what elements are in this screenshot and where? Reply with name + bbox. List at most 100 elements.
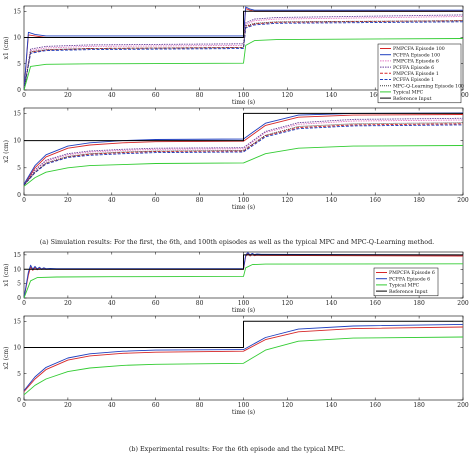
x-tick-label: 80 xyxy=(196,197,204,204)
chart-a2: 0 20 40 60 80 100 120 140 160 180 200 0 5 10 15 time (s… xyxy=(3,107,469,211)
y-tick-label: 15 xyxy=(13,8,21,15)
y-tick-label: 5 xyxy=(17,281,21,288)
legend-label: MPC-Q-Learning Episode 100 xyxy=(393,83,464,89)
x-tick-label: 60 xyxy=(152,197,160,204)
legend-label: Reference Input xyxy=(389,289,428,295)
series-line xyxy=(23,6,463,91)
x-tick-label: 100 xyxy=(238,402,250,409)
x-tick-label: 0 xyxy=(22,92,26,99)
y-tick-label: 15 xyxy=(13,110,21,117)
x-axis-label: time (s) xyxy=(232,204,255,211)
series-line xyxy=(23,252,464,299)
x-tick-label: 100 xyxy=(238,300,250,307)
caption-b: (b) Experimental results: For the 6th ep… xyxy=(128,445,346,453)
y-tick-label: 10 xyxy=(13,138,21,145)
legend-label: Typical MPC xyxy=(393,90,424,96)
x-tick-label: 40 xyxy=(108,402,116,409)
series-line xyxy=(24,10,463,38)
x-tick-label: 80 xyxy=(196,92,204,99)
x-tick-label: 180 xyxy=(413,402,425,409)
x-tick-label: 80 xyxy=(196,402,204,409)
series-line xyxy=(23,112,464,185)
y-tick-label: 0 xyxy=(17,295,21,302)
series-line xyxy=(23,263,464,299)
series-line xyxy=(23,119,464,186)
y-tick-label: 0 xyxy=(17,87,21,94)
x-tick-label: 120 xyxy=(282,300,294,307)
y-axis-label: x2 (cm) xyxy=(3,347,10,370)
x-axis-label: time (s) xyxy=(232,99,255,106)
y-axis-label: x2 (cm) xyxy=(3,140,10,163)
series-line xyxy=(23,38,464,91)
x-tick-label: 40 xyxy=(108,92,116,99)
y-tick-label: 0 xyxy=(17,397,21,404)
x-tick-label: 60 xyxy=(152,300,160,307)
x-tick-label: 200 xyxy=(457,92,469,99)
y-tick-label: 5 xyxy=(17,61,21,68)
chart-b1: 0 20 40 60 80 100 120 140 160 180 200 0 5 10 15 time (s… xyxy=(3,251,469,314)
x-tick-label: 120 xyxy=(282,92,294,99)
legend-box xyxy=(377,43,462,104)
y-tick-label: 10 xyxy=(13,35,21,42)
x-tick-label: 60 xyxy=(152,92,160,99)
y-tick-label: 10 xyxy=(13,345,21,352)
series-line xyxy=(23,117,464,186)
x-tick-label: 40 xyxy=(108,197,116,204)
x-tick-label: 140 xyxy=(326,300,338,307)
x-tick-label: 60 xyxy=(152,402,160,409)
x-tick-label: 0 xyxy=(22,197,26,204)
series-line xyxy=(23,326,464,392)
caption-a: (a) Simulation results: For the first, t… xyxy=(39,238,435,246)
series-line xyxy=(23,122,464,186)
x-tick-label: 160 xyxy=(369,92,381,99)
x-tick-label: 100 xyxy=(238,92,250,99)
series-line xyxy=(24,254,463,270)
y-tick-label: 15 xyxy=(13,252,21,259)
x-tick-label: 160 xyxy=(369,300,381,307)
legend-label: PCFFA Episode 6 xyxy=(393,65,434,71)
x-tick-label: 0 xyxy=(22,402,26,409)
x-tick-label: 100 xyxy=(238,197,250,204)
series-line xyxy=(23,21,464,91)
x-tick-label: 120 xyxy=(282,402,294,409)
x-tick-label: 80 xyxy=(196,300,204,307)
legend-label: PCFFA Episode 1 xyxy=(393,77,434,83)
x-tick-label: 0 xyxy=(22,300,26,307)
legend-label: PCFFA Episode 6 xyxy=(389,276,430,282)
legend-label: PMPCFA Episode 1 xyxy=(393,71,439,77)
y-tick-label: 0 xyxy=(17,192,21,199)
legend-label: PMPCFA Episode 6 xyxy=(389,270,435,276)
legend-label: PMPCFA Episode 6 xyxy=(393,59,439,65)
legend-label: Typical MPC xyxy=(389,283,420,289)
legend-label: PCFFA Episode 100 xyxy=(393,52,440,58)
x-axis-label: time (s) xyxy=(232,409,255,416)
x-tick-label: 120 xyxy=(282,197,294,204)
y-tick-label: 5 xyxy=(17,371,21,378)
y-axis-label: x1 (cm) xyxy=(3,264,10,287)
chart-b2: 0 20 40 60 80 100 120 140 160 180 200 0 5 10 15 time (s… xyxy=(3,315,469,416)
legend-label: PMPCFA Episode 100 xyxy=(393,46,445,52)
x-tick-label: 200 xyxy=(457,402,469,409)
series-line xyxy=(23,114,464,186)
series-line xyxy=(23,145,464,187)
x-tick-label: 20 xyxy=(64,197,72,204)
x-tick-label: 160 xyxy=(369,197,381,204)
x-tick-label: 20 xyxy=(64,402,72,409)
legend-label: Reference Input xyxy=(393,96,432,102)
y-axis-label: x1 (cm) xyxy=(3,37,10,60)
y-tick-label: 15 xyxy=(13,318,21,325)
x-tick-label: 140 xyxy=(326,92,338,99)
series-line xyxy=(23,336,464,396)
x-axis-label: time (s) xyxy=(232,307,255,314)
series-line xyxy=(23,323,464,391)
x-tick-label: 160 xyxy=(369,402,381,409)
x-tick-label: 140 xyxy=(326,197,338,204)
x-tick-label: 200 xyxy=(457,197,469,204)
x-tick-label: 40 xyxy=(108,300,116,307)
y-tick-label: 10 xyxy=(13,266,21,273)
x-tick-label: 20 xyxy=(64,300,72,307)
